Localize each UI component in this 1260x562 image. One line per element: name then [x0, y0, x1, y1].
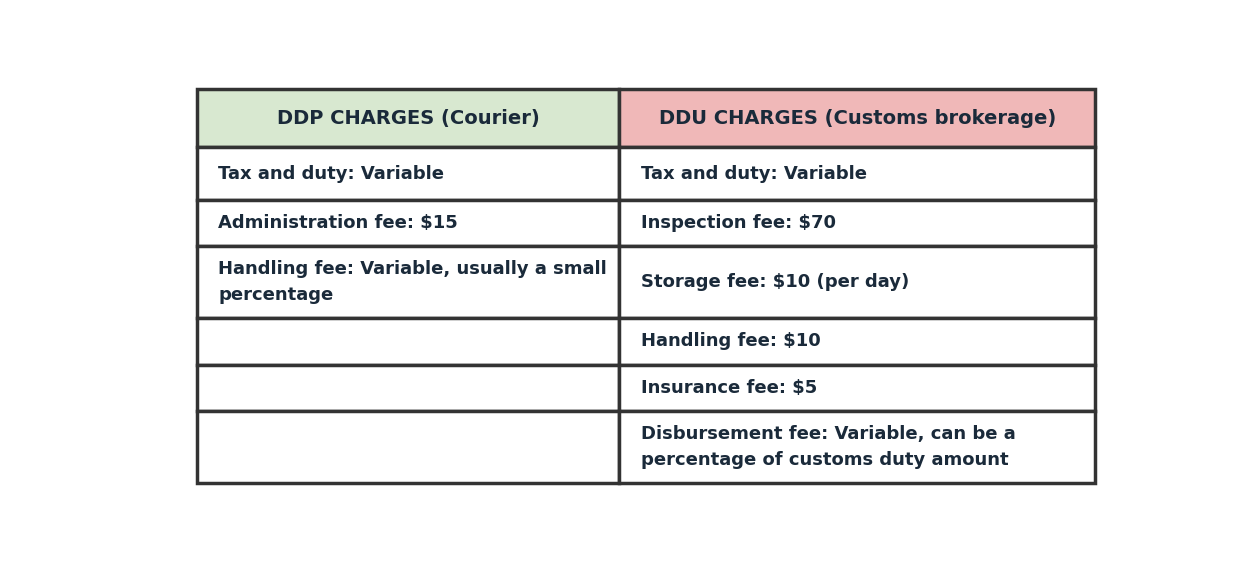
Text: DDP CHARGES (Courier): DDP CHARGES (Courier)	[277, 108, 539, 128]
Bar	[620, 89, 1095, 147]
Text: Handling fee: $10: Handling fee: $10	[641, 332, 820, 350]
Bar	[197, 147, 620, 200]
Text: Handling fee: Variable, usually a small
percentage: Handling fee: Variable, usually a small …	[218, 260, 607, 305]
Text: Insurance fee: $5: Insurance fee: $5	[641, 379, 818, 397]
Bar	[620, 200, 1095, 246]
Bar	[620, 411, 1095, 483]
Text: Inspection fee: $70: Inspection fee: $70	[641, 214, 835, 232]
Bar	[197, 365, 620, 411]
Text: Disbursement fee: Variable, can be a
percentage of customs duty amount: Disbursement fee: Variable, can be a per…	[641, 425, 1016, 469]
Text: Storage fee: $10 (per day): Storage fee: $10 (per day)	[641, 273, 910, 291]
Text: Administration fee: $15: Administration fee: $15	[218, 214, 457, 232]
Bar	[620, 318, 1095, 365]
Text: Tax and duty: Variable: Tax and duty: Variable	[218, 165, 444, 183]
Text: Tax and duty: Variable: Tax and duty: Variable	[641, 165, 867, 183]
Bar	[197, 89, 620, 147]
Text: DDU CHARGES (Customs brokerage): DDU CHARGES (Customs brokerage)	[659, 108, 1056, 128]
Bar	[197, 200, 620, 246]
Bar	[620, 147, 1095, 200]
Bar	[197, 318, 620, 365]
Bar	[197, 246, 620, 318]
Bar	[197, 411, 620, 483]
Bar	[620, 246, 1095, 318]
Bar	[620, 365, 1095, 411]
